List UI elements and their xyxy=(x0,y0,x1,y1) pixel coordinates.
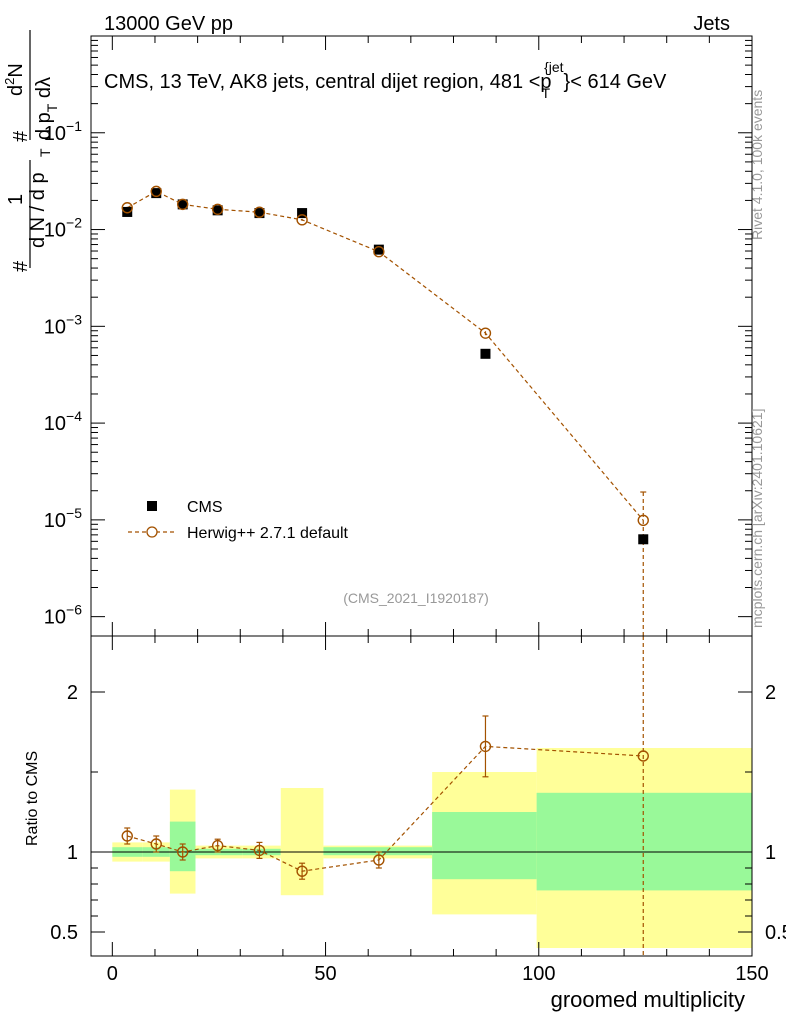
y-tick-label-exp: −4 xyxy=(66,408,82,424)
top-panel-frame xyxy=(90,35,753,637)
y-tick-label-ratio-right-0: 2 xyxy=(765,682,776,704)
ylabel-frac2-den-dp: d p xyxy=(33,112,55,140)
y-tick-label-exp: −2 xyxy=(66,215,82,231)
y-tick-label-top-3: 10−4 xyxy=(44,408,82,435)
ylabel-frac2-num-d: d xyxy=(5,85,27,96)
cms-point-7 xyxy=(480,348,491,359)
y-axis-label-top: # 1 d N / d p T # d2N d pT dλ xyxy=(2,30,60,272)
y-tick-label-exp: −1 xyxy=(66,118,82,134)
cms-point-6 xyxy=(373,244,384,255)
y-tick-label-base: 10 xyxy=(44,607,66,629)
band-stat-8 xyxy=(536,792,752,891)
mcplots-annotation: mcplots.cern.ch [arXiv:2401.10621] xyxy=(749,409,765,628)
chart-title: CMS, 13 TeV, AK8 jets, central dijet reg… xyxy=(104,59,667,101)
ratio-point-5 xyxy=(296,865,308,877)
band-stat-7 xyxy=(432,812,537,880)
ratio-point-2 xyxy=(176,846,189,858)
herwig-line xyxy=(126,190,644,521)
chart-title-end: }< 614 GeV xyxy=(564,71,668,93)
legend-label-herwig: Herwig++ 2.7.1 default xyxy=(187,525,349,542)
legend-marker-cms xyxy=(147,501,157,511)
herwig-point-0 xyxy=(121,202,133,214)
ylabel-frac2-hash: # xyxy=(10,130,32,142)
ratio-panel-frame xyxy=(90,635,753,957)
cms-point-3 xyxy=(212,205,223,216)
ratio-point-3 xyxy=(211,839,224,852)
ratio-panel-lines xyxy=(91,636,752,956)
chart-title-main: CMS, 13 TeV, AK8 jets, central dijet reg… xyxy=(104,71,552,93)
ylabel-frac2-num-end: N xyxy=(5,63,27,77)
herwig-point-1 xyxy=(150,185,162,198)
herwig-point-8 xyxy=(637,514,649,526)
x-tick-label-3: 150 xyxy=(735,963,768,985)
ratio-point-6 xyxy=(373,854,385,866)
header-right: Jets xyxy=(693,13,730,35)
y-tick-label-exp: −6 xyxy=(66,602,82,618)
top-panel-lines xyxy=(126,190,647,636)
cms-point-1 xyxy=(151,188,162,199)
x-axis-label: groomed multiplicity xyxy=(551,987,745,1012)
legend-marker-herwig xyxy=(146,526,158,538)
cms-point-0 xyxy=(122,206,133,217)
herwig-point-7 xyxy=(479,327,492,339)
ratio-point-4 xyxy=(253,844,266,857)
rivet-annotation: Rivet 4.1.0, 100k events xyxy=(749,90,765,240)
y-tick-label-ratio-0: 2 xyxy=(67,682,78,704)
ratio-bands xyxy=(112,748,752,948)
herwig-point-5 xyxy=(296,214,308,226)
analysis-id: (CMS_2021_I1920187) xyxy=(343,590,489,606)
cms-point-8 xyxy=(638,534,649,545)
herwig-point-4 xyxy=(253,206,266,218)
y-axis-label-ratio: Ratio to CMS xyxy=(24,751,41,846)
herwig-point-2 xyxy=(176,198,189,211)
y-tick-label-exp: −5 xyxy=(66,505,82,521)
cms-point-2 xyxy=(177,199,188,210)
ylabel-frac2-den-end: dλ xyxy=(33,77,55,104)
y-tick-label-top-4: 10−5 xyxy=(44,505,82,532)
x-tick-label-0: 0 xyxy=(107,963,118,985)
y-tick-label-base: 10 xyxy=(44,510,66,532)
y-tick-label-top-0: 10−1 xyxy=(44,118,82,145)
ylabel-frac2-den: d pT dλ xyxy=(33,77,60,140)
y-tick-label-top-5: 10−6 xyxy=(44,602,82,629)
y-tick-label-top-2: 10−3 xyxy=(44,311,82,338)
chart-title-sup: {jet xyxy=(544,59,564,75)
cms-point-5 xyxy=(297,208,308,219)
y-tick-label-base: 10 xyxy=(44,413,66,435)
data-marks xyxy=(121,185,649,877)
ratio-point-7 xyxy=(479,740,492,753)
legend-label-cms: CMS xyxy=(187,499,223,516)
y-tick-label-base: 10 xyxy=(44,220,66,242)
ratio-point-8 xyxy=(637,750,649,762)
ylabel-frac1-hash: # xyxy=(10,260,32,272)
y-tick-label-base: 10 xyxy=(44,123,66,145)
y-tick-label-exp: −3 xyxy=(66,311,82,327)
header-left: 13000 GeV pp xyxy=(104,13,233,35)
y-tick-label-ratio-right-1: 1 xyxy=(765,842,776,864)
chart-title-sub: T xyxy=(542,85,551,101)
ylabel-frac1-num: 1 xyxy=(5,194,27,205)
x-tick-label-1: 50 xyxy=(314,963,336,985)
ylabel-frac2-num: d2N xyxy=(2,63,27,96)
ylabel-frac2-num-sup: 2 xyxy=(2,78,17,85)
y-tick-label-ratio-right-2: 0.5 xyxy=(765,922,786,944)
cms-point-4 xyxy=(254,208,265,219)
ylabel-frac2-den-sub: T xyxy=(44,103,60,112)
herwig-point-3 xyxy=(211,203,224,215)
y-tick-label-base: 10 xyxy=(44,316,66,338)
y-tick-label-top-1: 10−2 xyxy=(44,215,82,242)
ylabel-frac1-den: d N / d p xyxy=(27,172,49,248)
band-stat-6 xyxy=(323,847,433,856)
ratio-point-0 xyxy=(121,830,133,842)
ylabel-frac1-den-sub: T xyxy=(37,148,53,157)
y-tick-label-ratio-2: 0.5 xyxy=(50,922,78,944)
legend: CMS Herwig++ 2.7.1 default xyxy=(128,499,349,542)
y-tick-label-ratio-1: 1 xyxy=(67,842,78,864)
x-tick-label-2: 100 xyxy=(522,963,555,985)
herwig-point-6 xyxy=(373,246,385,258)
ratio-point-1 xyxy=(150,838,162,850)
